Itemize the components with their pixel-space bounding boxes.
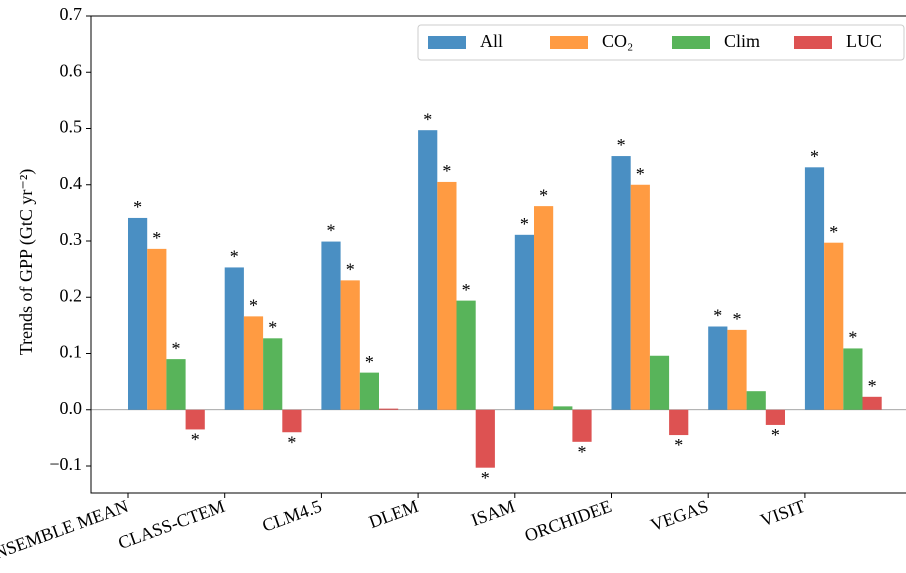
bar <box>843 348 863 410</box>
axes-frame <box>90 15 906 494</box>
significance-label: * <box>674 435 683 455</box>
y-tick-label: 0.5 <box>60 117 83 137</box>
x-tick-label: CLASS-CTEM <box>115 496 227 553</box>
legend-label: LUC <box>846 31 882 51</box>
significance-label: * <box>327 221 336 241</box>
x-tick-label: ISAM <box>468 496 517 530</box>
bar <box>824 242 844 410</box>
legend-box <box>417 24 905 61</box>
significance-label: * <box>365 352 374 372</box>
significance-label: * <box>617 135 626 155</box>
significance-label: * <box>172 338 181 358</box>
bar <box>708 326 728 410</box>
bar <box>166 359 186 410</box>
bar <box>669 409 689 436</box>
significance-label: * <box>152 228 161 248</box>
significance-label: * <box>423 109 432 129</box>
significance-label: * <box>810 146 819 166</box>
bar <box>224 267 244 410</box>
bar <box>804 167 825 410</box>
bar <box>243 316 264 410</box>
bar <box>359 372 379 410</box>
x-tick-label: VEGAS <box>648 496 711 535</box>
significance-label: * <box>462 280 471 300</box>
x-tick-label: ORCHIDEE <box>522 496 614 546</box>
significance-label: * <box>848 328 857 348</box>
legend-swatch <box>794 36 832 49</box>
significance-label: * <box>636 164 645 184</box>
y-tick-label: 0.4 <box>60 173 83 193</box>
y-tick-label: 0.1 <box>60 342 83 362</box>
bar <box>765 409 785 425</box>
bar <box>437 181 457 410</box>
bar <box>128 217 148 410</box>
bar <box>862 396 882 410</box>
bar <box>282 409 302 433</box>
significance-label: * <box>733 309 742 329</box>
significance-label: * <box>829 222 838 242</box>
bar <box>746 391 766 410</box>
significance-label: * <box>481 468 490 488</box>
bar <box>727 329 747 410</box>
legend-label: All <box>480 31 503 51</box>
bar <box>379 408 399 410</box>
y-tick-label: 0.7 <box>60 4 83 24</box>
significance-label: * <box>713 306 722 326</box>
legend-label: Clim <box>724 31 760 51</box>
y-tick-label: 0.3 <box>60 229 83 249</box>
significance-label: * <box>868 376 877 396</box>
bar <box>649 355 670 410</box>
bar <box>340 280 360 410</box>
significance-label: * <box>346 260 355 280</box>
x-tick-label: ENSEMBLE MEAN <box>0 496 131 567</box>
legend-swatch <box>550 36 588 49</box>
bar <box>630 184 650 410</box>
significance-label: * <box>771 425 780 445</box>
bar <box>456 300 476 410</box>
bar <box>185 409 205 430</box>
significance-label: * <box>249 296 258 316</box>
bar <box>321 241 341 410</box>
y-axis-label: Trends of GPP (GtC yr⁻²) <box>16 169 37 356</box>
significance-label: * <box>539 185 548 205</box>
significance-label: * <box>578 442 587 462</box>
significance-label: * <box>191 430 200 450</box>
bar <box>553 406 573 410</box>
x-tick-label: CLM4.5 <box>260 496 325 536</box>
significance-label: * <box>287 432 296 452</box>
legend-swatch <box>672 36 710 49</box>
y-tick-label: 0.2 <box>60 285 83 305</box>
bar <box>418 130 438 410</box>
significance-label: * <box>268 317 277 337</box>
y-tick-label: 0.6 <box>60 60 83 80</box>
significance-label: * <box>520 214 529 234</box>
bar <box>475 409 495 468</box>
bar <box>263 338 283 410</box>
significance-label: * <box>442 161 451 181</box>
legend-label: CO₂ <box>602 31 633 51</box>
bar <box>611 156 631 410</box>
significance-label: * <box>230 247 239 267</box>
bar <box>534 206 554 410</box>
bar <box>572 409 592 442</box>
bar <box>514 234 534 410</box>
x-tick-label: DLEM <box>366 496 421 532</box>
x-tick-label: VISIT <box>758 496 808 531</box>
bar <box>147 248 167 410</box>
y-tick-label: −0.1 <box>49 454 82 474</box>
legend-swatch <box>428 36 466 49</box>
significance-label: * <box>133 197 142 217</box>
y-tick-label: 0.0 <box>60 398 83 418</box>
